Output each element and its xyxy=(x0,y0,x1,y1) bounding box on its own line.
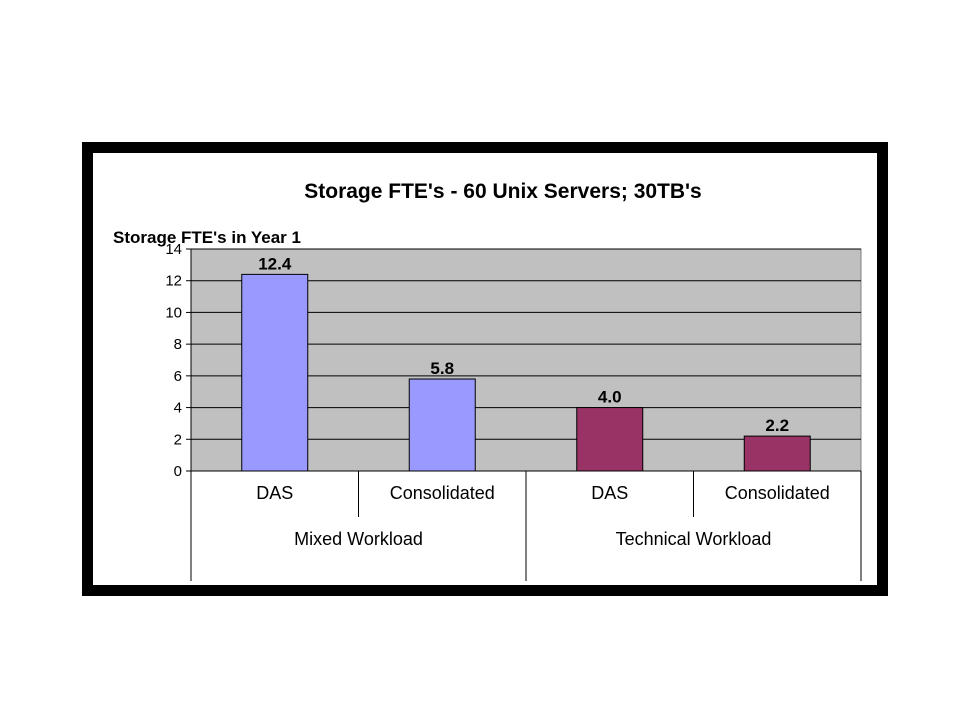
data-label-3: 2.2 xyxy=(765,416,789,435)
y-tick-label-5: 10 xyxy=(165,304,182,321)
x-category-label-1: Consolidated xyxy=(390,483,495,503)
chart-frame: Storage FTE's - 60 Unix Servers; 30TB's … xyxy=(82,142,888,596)
x-group-label-1: Technical Workload xyxy=(616,529,772,549)
bar-2 xyxy=(576,407,644,472)
y-axis-label: Storage FTE's in Year 1 xyxy=(113,228,301,247)
x-category-label-3: Consolidated xyxy=(725,483,830,503)
x-group-label-0: Mixed Workload xyxy=(294,529,423,549)
x-category-label-2: DAS xyxy=(591,483,628,503)
y-tick-label-7: 14 xyxy=(165,241,182,258)
y-tick-label-6: 12 xyxy=(165,273,182,290)
y-tick-label-1: 2 xyxy=(174,431,182,448)
chart-area: Storage FTE's - 60 Unix Servers; 30TB's … xyxy=(93,153,877,585)
y-tick-label-3: 6 xyxy=(174,368,182,385)
y-tick-label-0: 0 xyxy=(174,463,182,480)
y-tick-label-2: 4 xyxy=(174,400,182,417)
y-tick-label-4: 8 xyxy=(174,336,182,353)
bar-3 xyxy=(743,435,811,472)
bar-0 xyxy=(241,273,309,472)
bar-chart: Storage FTE's - 60 Unix Servers; 30TB's … xyxy=(113,180,862,581)
data-label-0: 12.4 xyxy=(258,254,292,273)
data-label-2: 4.0 xyxy=(598,388,622,407)
data-label-1: 5.8 xyxy=(430,359,454,378)
chart-title: Storage FTE's - 60 Unix Servers; 30TB's xyxy=(304,180,701,203)
x-category-label-0: DAS xyxy=(256,483,293,503)
bar-1 xyxy=(408,378,476,472)
